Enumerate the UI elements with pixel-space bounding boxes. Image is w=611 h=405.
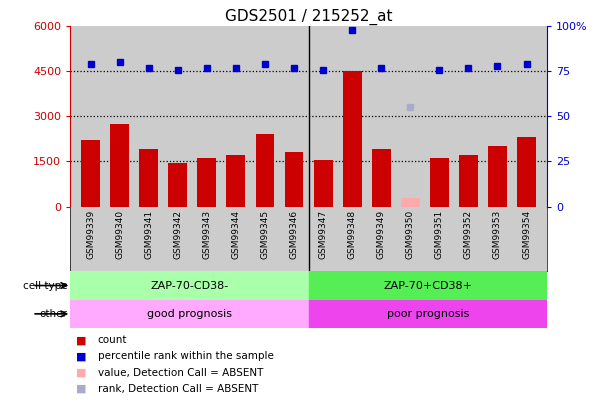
Bar — [309, 300, 547, 328]
Bar — [255, 134, 274, 207]
Text: GSM99354: GSM99354 — [522, 210, 531, 259]
Text: ■: ■ — [76, 384, 87, 394]
Text: GSM99342: GSM99342 — [174, 210, 182, 259]
Bar — [285, 153, 304, 207]
Bar — [81, 141, 100, 207]
Bar — [139, 149, 158, 207]
Bar — [70, 271, 309, 300]
Bar — [70, 300, 309, 328]
Bar — [309, 271, 547, 300]
Text: ZAP-70-CD38-: ZAP-70-CD38- — [150, 281, 229, 290]
Text: GSM99348: GSM99348 — [348, 210, 357, 259]
Text: good prognosis: good prognosis — [147, 309, 232, 319]
Bar — [430, 158, 448, 207]
Bar — [169, 163, 187, 207]
Bar — [371, 149, 390, 207]
Text: value, Detection Call = ABSENT: value, Detection Call = ABSENT — [98, 368, 263, 377]
Text: cell type: cell type — [23, 281, 67, 290]
Text: ZAP-70+CD38+: ZAP-70+CD38+ — [383, 281, 472, 290]
Text: GSM99352: GSM99352 — [464, 210, 473, 259]
Text: ■: ■ — [76, 368, 87, 377]
Text: GSM99341: GSM99341 — [144, 210, 153, 259]
Text: GSM99346: GSM99346 — [290, 210, 299, 259]
Bar — [459, 156, 478, 207]
Bar — [343, 71, 362, 207]
Bar — [517, 137, 536, 207]
Text: GSM99344: GSM99344 — [232, 210, 240, 259]
Bar — [313, 160, 332, 207]
Bar — [488, 147, 507, 207]
Bar — [197, 158, 216, 207]
Bar — [110, 124, 129, 207]
Text: poor prognosis: poor prognosis — [387, 309, 469, 319]
Text: other: other — [39, 309, 67, 319]
Text: GSM99340: GSM99340 — [115, 210, 124, 259]
Text: rank, Detection Call = ABSENT: rank, Detection Call = ABSENT — [98, 384, 258, 394]
Text: percentile rank within the sample: percentile rank within the sample — [98, 352, 274, 361]
Text: GSM99347: GSM99347 — [318, 210, 327, 259]
Text: count: count — [98, 335, 127, 345]
Text: GSM99353: GSM99353 — [493, 210, 502, 259]
Text: GSM99345: GSM99345 — [260, 210, 269, 259]
Text: ■: ■ — [76, 335, 87, 345]
Text: GSM99343: GSM99343 — [202, 210, 211, 259]
Title: GDS2501 / 215252_at: GDS2501 / 215252_at — [225, 9, 392, 25]
Bar — [401, 198, 420, 207]
Text: ■: ■ — [76, 352, 87, 361]
Text: GSM99351: GSM99351 — [435, 210, 444, 259]
Text: GSM99339: GSM99339 — [86, 210, 95, 259]
Bar — [227, 156, 246, 207]
Text: GSM99349: GSM99349 — [377, 210, 386, 259]
Text: GSM99350: GSM99350 — [406, 210, 415, 259]
